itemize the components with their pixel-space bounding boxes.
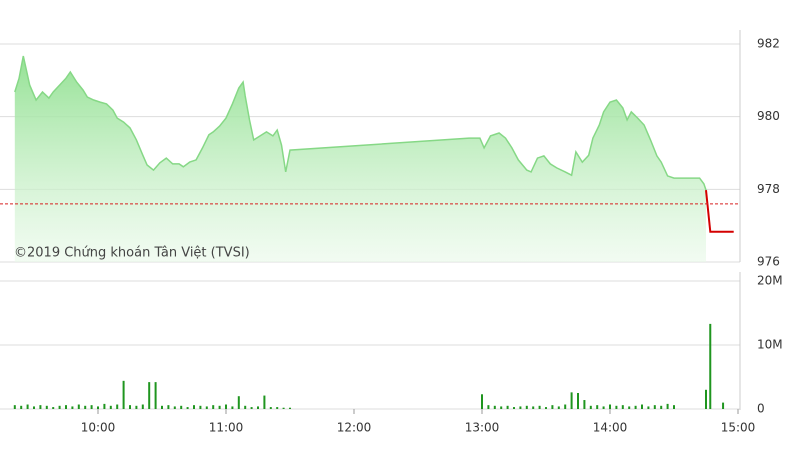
volume-bar	[109, 405, 112, 409]
volume-bar	[199, 405, 202, 409]
volume-bar	[589, 405, 592, 409]
x-tick-label: 14:00	[593, 421, 628, 435]
volume-bar	[532, 406, 535, 409]
volume-bar	[545, 407, 547, 409]
volume-bar	[263, 395, 266, 409]
volume-bar	[122, 380, 125, 409]
volume-bar	[52, 407, 55, 409]
volume-bar	[180, 405, 183, 409]
volume-bar	[666, 403, 669, 409]
volume-bar	[487, 405, 490, 409]
volume-bar	[84, 405, 87, 409]
volume-bar	[513, 407, 515, 409]
volume-bar	[557, 406, 560, 409]
volume-bar	[205, 406, 208, 409]
volume-bar	[583, 400, 586, 409]
x-tick-label: 11:00	[209, 421, 244, 435]
volume-bar	[103, 403, 106, 409]
volume-bar	[13, 405, 16, 409]
volume-bar	[709, 323, 712, 409]
volume-bar	[705, 389, 707, 409]
x-tick-label: 12:00	[337, 421, 372, 435]
volume-bar	[615, 405, 618, 409]
volume-bar	[673, 405, 675, 409]
volume-bar	[218, 405, 221, 409]
y-tick-label: 20M	[757, 274, 783, 288]
volume-bar	[71, 406, 74, 409]
volume-bar	[212, 405, 215, 409]
volume-bar	[186, 407, 189, 409]
volume-bar	[641, 404, 643, 409]
volume-bar	[289, 407, 291, 409]
volume-bar	[193, 405, 195, 409]
volume-bar	[250, 407, 253, 409]
volume-bar	[647, 406, 650, 409]
volume-bar	[20, 405, 23, 409]
volume-bar	[90, 405, 93, 409]
y-tick-label: 978	[757, 182, 780, 196]
volume-bar	[58, 405, 61, 409]
price-area	[14, 56, 707, 262]
volume-bar	[97, 406, 99, 409]
volume-bar	[225, 404, 227, 409]
volume-bar	[660, 405, 663, 409]
volume-bar	[500, 406, 503, 409]
x-tick-label: 15:00	[721, 421, 756, 435]
volume-bar	[621, 405, 624, 409]
price-line	[14, 55, 707, 191]
volume-bar	[77, 404, 80, 409]
volume-bar	[653, 405, 656, 409]
volume-bar	[154, 382, 157, 409]
volume-bar	[231, 406, 234, 409]
y-tick-label: 980	[757, 109, 780, 123]
volume-bar	[506, 405, 509, 409]
volume-bar	[525, 405, 528, 409]
volume-bar	[244, 405, 247, 409]
volume-bar	[161, 405, 163, 409]
volume-bar	[257, 406, 259, 409]
volume-bar	[602, 406, 605, 409]
volume-bar	[481, 394, 483, 409]
volume-bar	[551, 405, 554, 409]
y-tick-label: 10M	[757, 338, 783, 352]
volume-bar	[173, 406, 176, 409]
y-tick-label: 982	[757, 37, 780, 51]
volume-bar	[276, 407, 279, 409]
volume-bar	[26, 404, 29, 409]
copyright: ©2019 Chứng khoán Tân Việt (TVSI)	[14, 246, 250, 261]
volume-bar	[237, 396, 240, 409]
x-tick-label: 10:00	[81, 421, 116, 435]
volume-bar	[282, 407, 285, 409]
volume-bar	[493, 405, 496, 409]
x-tick-label: 13:00	[465, 421, 500, 435]
volume-bar	[33, 406, 35, 409]
y-tick-label: 976	[757, 255, 780, 269]
volume-bar	[609, 404, 611, 409]
volume-bar	[141, 404, 144, 409]
volume-bar	[538, 405, 541, 409]
volume-bar	[564, 404, 567, 409]
volume-bar	[628, 406, 631, 409]
volume-bar	[570, 392, 573, 409]
volume-bar	[634, 405, 637, 409]
volume-bar	[519, 406, 522, 409]
volume-bar	[148, 382, 151, 409]
volume-bar	[65, 405, 67, 409]
price-line	[705, 189, 734, 233]
volume-bar	[269, 407, 272, 409]
volume-bar	[129, 405, 131, 409]
volume-bar	[577, 393, 579, 409]
volume-bar	[45, 405, 48, 409]
volume-bar	[116, 404, 119, 409]
volume-bar	[39, 405, 42, 409]
y-tick-label: 0	[757, 402, 765, 416]
volume-bar	[722, 402, 725, 409]
volume-bar	[135, 405, 138, 409]
volume-bar	[596, 405, 599, 409]
volume-bar	[167, 405, 170, 409]
